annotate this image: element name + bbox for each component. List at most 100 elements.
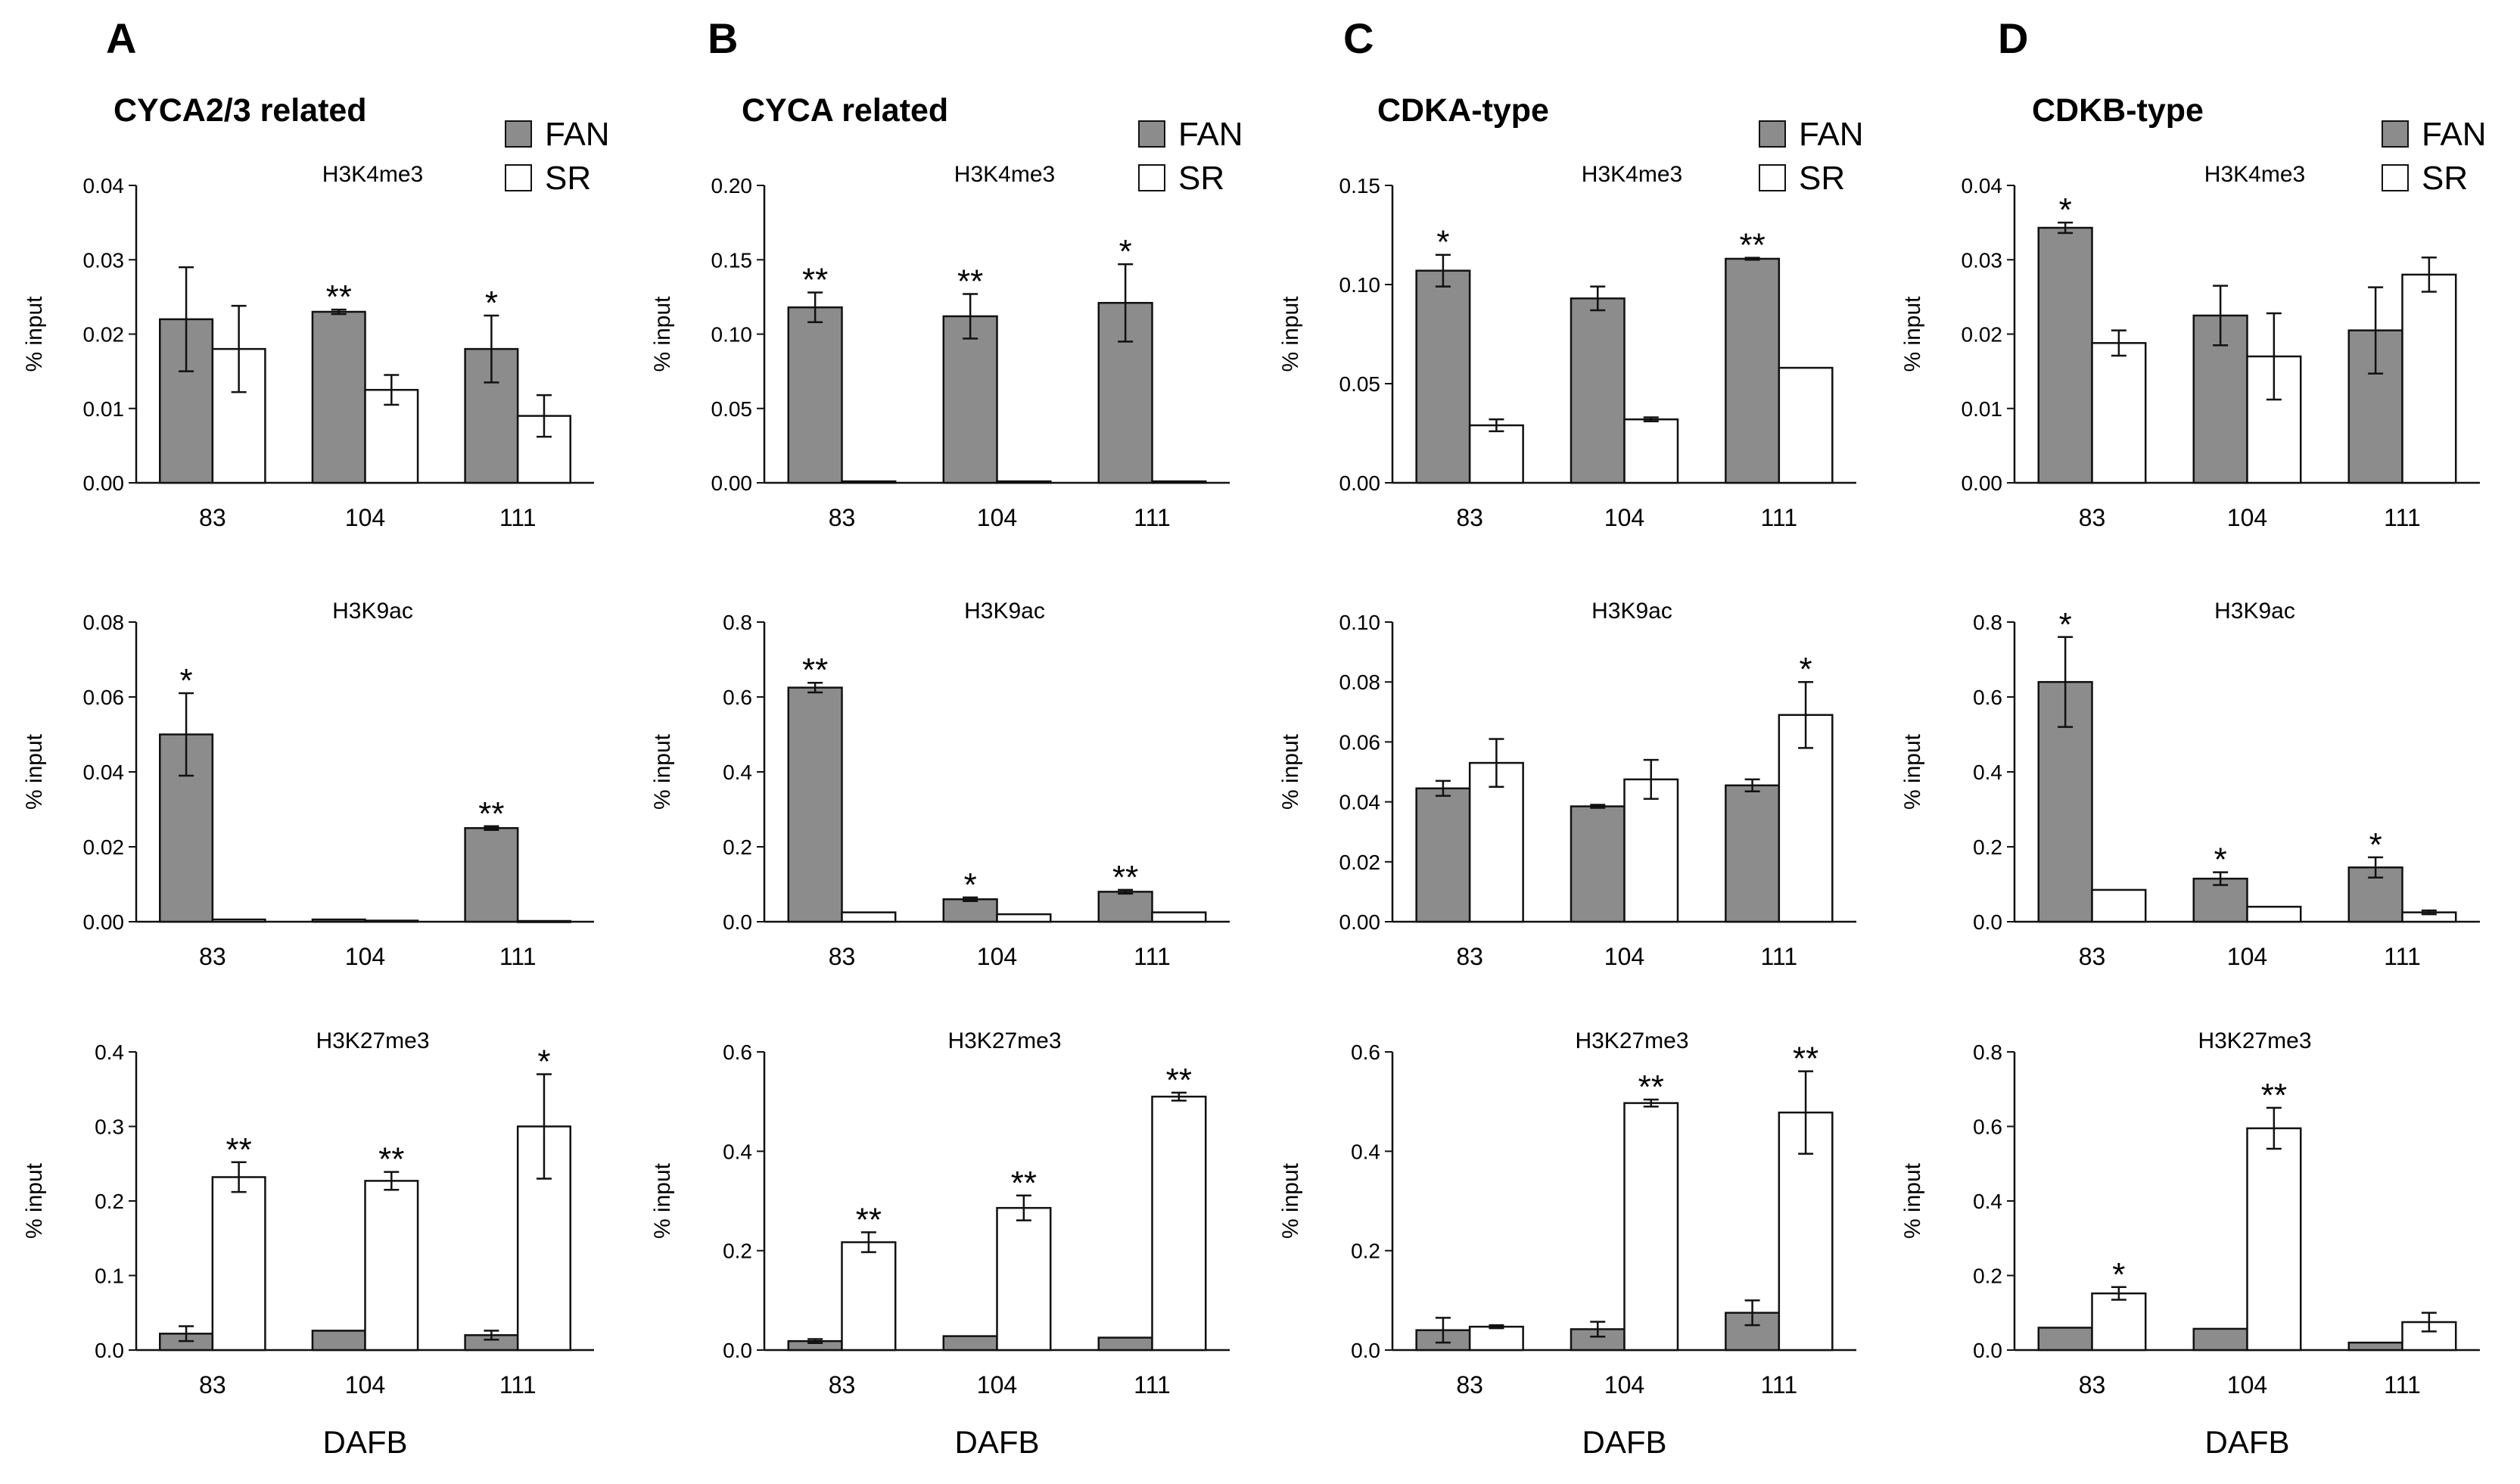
bar-sr-104 bbox=[2246, 1127, 2302, 1352]
y-tick-label: 0.04 bbox=[83, 174, 125, 198]
y-tick-label: 0.08 bbox=[1339, 670, 1381, 694]
legend-label-fan: FAN bbox=[1178, 116, 1243, 153]
bar-sr-83 bbox=[841, 911, 897, 923]
panel-letter: B bbox=[708, 14, 738, 62]
bar-fan-104 bbox=[1570, 297, 1626, 484]
y-tick-label: 0.0 bbox=[1351, 1339, 1380, 1362]
significance-marker: ** bbox=[226, 1131, 251, 1168]
y-tick-label: 0.04 bbox=[1962, 174, 2003, 198]
bar-sr-83 bbox=[841, 1241, 897, 1352]
legend: FAN SR bbox=[505, 116, 610, 197]
chart-b-h3k9ac: H3K9ac % input 0.0 0.2 0.4 0.6 0.8 83 ** 104 * 111 *… bbox=[650, 599, 1230, 970]
y-axis-label: % input bbox=[22, 733, 47, 810]
significance-marker: ** bbox=[802, 652, 828, 689]
legend-swatch-fan bbox=[505, 120, 532, 148]
legend-swatch-fan bbox=[1138, 120, 1165, 148]
chart-title: H3K27me3 bbox=[2198, 1028, 2311, 1053]
y-axis-label: % input bbox=[650, 733, 675, 810]
bar-sr-83 bbox=[211, 918, 266, 923]
y-tick-label: 0.05 bbox=[1339, 372, 1381, 396]
x-tick-label: 111 bbox=[1761, 1371, 1798, 1398]
y-tick-label: 0.10 bbox=[711, 323, 753, 347]
legend-swatch-sr bbox=[1138, 164, 1165, 191]
legend: FAN SR bbox=[2382, 116, 2487, 197]
x-tick-label: 83 bbox=[2079, 504, 2106, 531]
bar-fan-111 bbox=[1097, 1336, 1153, 1352]
legend-label-fan: FAN bbox=[2422, 116, 2487, 153]
bar-sr-104 bbox=[1623, 1102, 1679, 1352]
significance-marker: ** bbox=[478, 795, 504, 832]
chart-a-h3k9ac: H3K9ac % input 0.00 0.02 0.04 0.06 0.08 83 * 104 1… bbox=[22, 599, 594, 970]
x-tick-label: 104 bbox=[2227, 943, 2267, 970]
bar-sr-83 bbox=[1468, 1325, 1524, 1352]
significance-marker: ** bbox=[2261, 1077, 2287, 1114]
y-tick-label: 0.0 bbox=[1973, 910, 2002, 934]
y-tick-label: 0.4 bbox=[1351, 1140, 1380, 1163]
x-tick-label: 83 bbox=[1456, 943, 1483, 970]
chart-d-h3k9ac: H3K9ac % input 0.0 0.2 0.4 0.6 0.8 83 * 104 * 111 * bbox=[1900, 599, 2480, 970]
significance-marker: * bbox=[1800, 651, 1812, 688]
y-tick-label: 0.2 bbox=[1973, 835, 2002, 859]
significance-marker: * bbox=[2214, 842, 2227, 879]
legend: FAN SR bbox=[1759, 116, 1864, 197]
x-tick-label: 83 bbox=[1456, 1371, 1483, 1398]
chart-title: H3K4me3 bbox=[2204, 162, 2305, 187]
bar-sr-83 bbox=[2091, 342, 2147, 484]
legend-swatch-fan bbox=[2382, 120, 2409, 148]
significance-marker: ** bbox=[1166, 1062, 1192, 1099]
significance-marker: * bbox=[964, 866, 977, 904]
significance-marker: ** bbox=[326, 278, 352, 316]
x-tick-label: 83 bbox=[199, 1371, 226, 1398]
x-axis-label: DAFB bbox=[1582, 1424, 1666, 1460]
legend-label-sr: SR bbox=[1799, 160, 1845, 197]
bar-sr-83 bbox=[1468, 761, 1524, 923]
chart-a-h3k4me3: H3K4me3 % input 0.00 0.01 0.02 0.03 0.04 83 104 *… bbox=[22, 162, 594, 531]
y-tick-label: 0.06 bbox=[83, 686, 125, 709]
x-axis-label: DAFB bbox=[2204, 1424, 2289, 1460]
bar-fan-111 bbox=[2347, 1341, 2403, 1352]
panel-letter: C bbox=[1343, 14, 1374, 62]
bar-sr-111 bbox=[1151, 1095, 1207, 1352]
y-tick-label: 0.05 bbox=[711, 397, 753, 421]
y-axis-label: % input bbox=[1900, 733, 1925, 810]
significance-marker: ** bbox=[1793, 1041, 1818, 1078]
significance-marker: * bbox=[485, 285, 498, 322]
significance-marker: ** bbox=[1011, 1165, 1037, 1202]
x-tick-label: 83 bbox=[2079, 1371, 2106, 1398]
bar-sr-111 bbox=[1778, 714, 1834, 923]
y-tick-label: 0.04 bbox=[1339, 791, 1381, 814]
x-tick-label: 104 bbox=[977, 943, 1017, 970]
y-tick-label: 0.1 bbox=[95, 1265, 124, 1288]
bar-fan-83 bbox=[1415, 269, 1471, 484]
panel-title: CYCA2/3 related bbox=[114, 92, 367, 129]
x-tick-label: 83 bbox=[1456, 504, 1483, 531]
bar-fan-104 bbox=[1570, 805, 1626, 923]
significance-marker: * bbox=[2369, 826, 2382, 863]
y-tick-label: 0.2 bbox=[723, 835, 752, 859]
panel-title: CYCA related bbox=[742, 92, 948, 129]
y-tick-label: 0.8 bbox=[1973, 611, 2002, 634]
chart-d-h3k4me3: H3K4me3 % input 0.00 0.01 0.02 0.03 0.04 83 * 104… bbox=[1900, 162, 2480, 531]
bar-fan-104 bbox=[311, 1330, 366, 1352]
significance-marker: * bbox=[1436, 224, 1449, 261]
panel-letter: A bbox=[106, 14, 136, 62]
charts-layer: H3K4me3 % input 0.00 0.01 0.02 0.03 0.04 83 104 *… bbox=[22, 162, 2480, 1398]
y-tick-label: 0.2 bbox=[1351, 1240, 1380, 1263]
chart-title: H3K27me3 bbox=[947, 1028, 1061, 1053]
bar-fan-111 bbox=[1725, 257, 1781, 484]
chart-title: H3K4me3 bbox=[954, 162, 1055, 187]
legend-label-sr: SR bbox=[1178, 160, 1224, 197]
bar-sr-83 bbox=[2091, 1292, 2147, 1352]
x-tick-label: 104 bbox=[977, 504, 1017, 531]
x-tick-label: 111 bbox=[1134, 504, 1171, 531]
legend-swatch-sr bbox=[505, 164, 532, 191]
y-tick-label: 0.00 bbox=[1962, 471, 2003, 495]
y-axis-label: % input bbox=[22, 296, 47, 372]
y-tick-label: 0.02 bbox=[1339, 851, 1381, 874]
x-tick-label: 104 bbox=[345, 1371, 385, 1398]
x-tick-label: 104 bbox=[1604, 943, 1644, 970]
